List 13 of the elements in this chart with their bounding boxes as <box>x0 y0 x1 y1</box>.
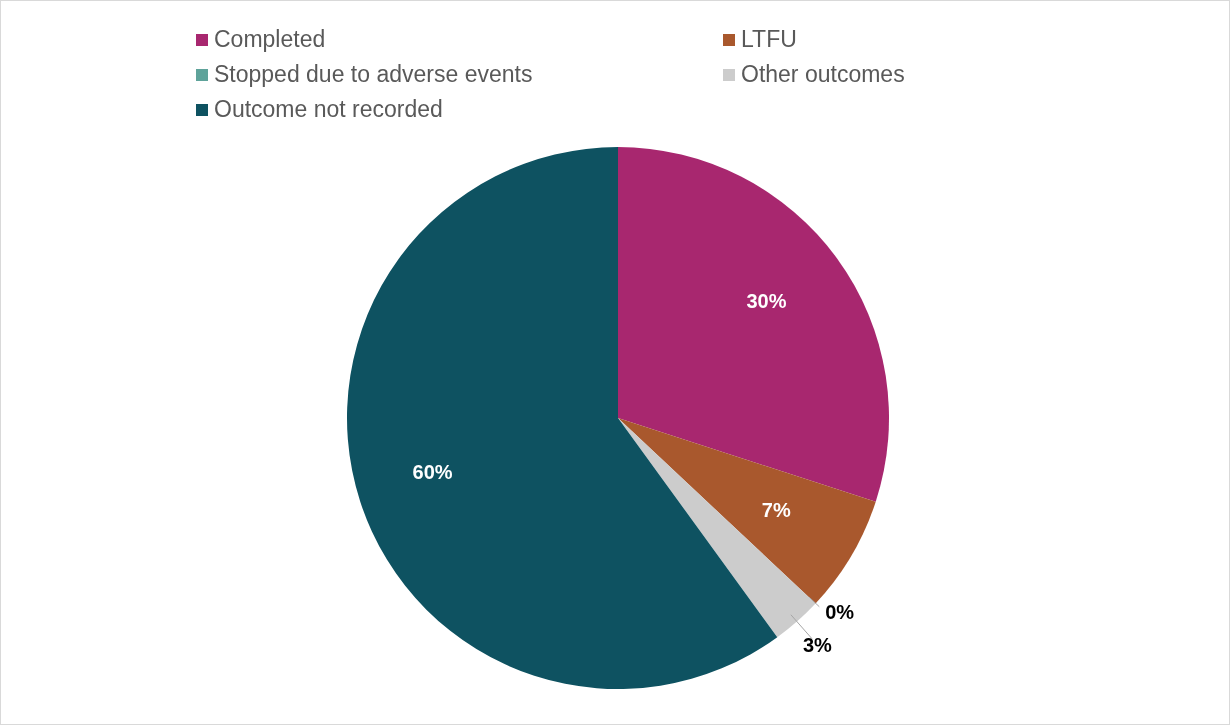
data-label: 3% <box>802 633 833 656</box>
pie-slice <box>618 418 816 638</box>
data-label: 60% <box>412 460 453 483</box>
legend-label: Outcome not recorded <box>214 96 443 123</box>
pie-slice <box>618 147 889 502</box>
data-label: 7% <box>761 498 791 521</box>
legend-label: Other outcomes <box>741 61 905 88</box>
text: 0% <box>825 601 855 624</box>
legend-label: LTFU <box>741 26 797 53</box>
legend-label: Completed <box>214 26 326 53</box>
pie-slice <box>618 418 876 604</box>
data-label: 30% <box>746 290 787 313</box>
legend-label: Stopped due to adverse events <box>214 61 533 88</box>
